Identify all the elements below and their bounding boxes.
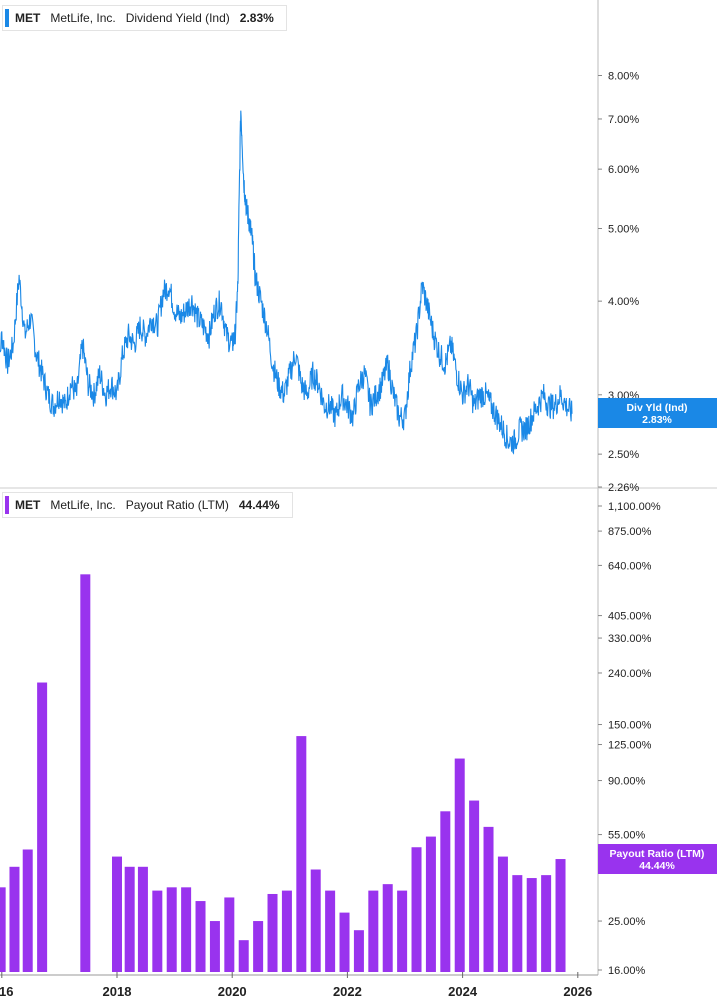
payout-ratio-bar bbox=[166, 887, 177, 972]
badge-value: 2.83% bbox=[642, 414, 672, 426]
badge-label: Payout Ratio (LTM) bbox=[610, 848, 705, 860]
y-tick-label: 55.00% bbox=[608, 830, 646, 842]
payout-ratio-bar bbox=[310, 869, 321, 972]
series-color-swatch bbox=[5, 496, 9, 514]
payout-ratio-bar bbox=[238, 940, 249, 972]
payout-ratio-bar bbox=[0, 887, 6, 972]
badge-label: Div Yld (Ind) bbox=[626, 402, 687, 414]
y-tick-label: 4.00% bbox=[608, 296, 639, 308]
payout-ratio-bar bbox=[368, 890, 379, 972]
y-tick-label: 7.00% bbox=[608, 114, 639, 126]
y-tick-label: 875.00% bbox=[608, 526, 652, 538]
payout-ratio-bar bbox=[124, 866, 135, 972]
metric-value: 2.83% bbox=[239, 11, 274, 25]
x-tick-label: 16 bbox=[0, 984, 13, 999]
payout-ratio-bar bbox=[339, 912, 350, 972]
payout-ratio-bar bbox=[9, 866, 20, 972]
y-tick-label: 640.00% bbox=[608, 560, 652, 572]
payout-ratio-bar bbox=[483, 826, 494, 972]
legend-payout-ratio: MET MetLife, Inc. Payout Ratio (LTM) 44.… bbox=[2, 492, 293, 518]
x-tick-label: 2020 bbox=[218, 984, 247, 999]
company-name: MetLife, Inc. bbox=[50, 11, 116, 25]
y-tick-label: 8.00% bbox=[608, 70, 639, 82]
payout-ratio-bar bbox=[555, 859, 566, 972]
payout-ratio-bar bbox=[253, 921, 264, 972]
payout-ratio-bar bbox=[267, 893, 278, 972]
badge-value: 44.44% bbox=[639, 860, 675, 872]
y-tick-label: 2.26% bbox=[608, 482, 639, 494]
company-name: MetLife, Inc. bbox=[50, 498, 116, 512]
payout-ratio-bar bbox=[353, 930, 364, 972]
payout-ratio-bar bbox=[209, 921, 220, 972]
payout-ratio-bar bbox=[22, 849, 33, 972]
metric-value: 44.44% bbox=[238, 498, 280, 512]
payout-ratio-bar bbox=[224, 897, 235, 972]
x-tick-label: 2024 bbox=[448, 984, 478, 999]
payout-ratio-bar bbox=[411, 847, 422, 972]
payout-ratio-bar bbox=[512, 875, 523, 972]
payout-ratio-bar bbox=[181, 887, 192, 972]
y-tick-label: 2.50% bbox=[608, 449, 639, 461]
payout-ratio-bar bbox=[469, 800, 480, 972]
payout-ratio-bar bbox=[137, 866, 148, 972]
ticker-label: MET bbox=[15, 11, 41, 25]
series-color-swatch bbox=[5, 9, 9, 27]
payout-ratio-bar bbox=[37, 682, 48, 972]
payout-ratio-bar bbox=[382, 884, 393, 972]
metric-name: Payout Ratio (LTM) bbox=[125, 498, 229, 512]
y-tick-label: 90.00% bbox=[608, 776, 646, 788]
x-tick-label: 2022 bbox=[333, 984, 362, 999]
legend-dividend-yield: MET MetLife, Inc. Dividend Yield (Ind) 2… bbox=[2, 5, 287, 31]
payout-ratio-bar bbox=[195, 901, 206, 972]
x-tick-label: 2018 bbox=[103, 984, 132, 999]
y-tick-label: 150.00% bbox=[608, 720, 652, 732]
payout-ratio-bar bbox=[526, 878, 537, 972]
y-tick-label: 125.00% bbox=[608, 740, 652, 752]
y-tick-label: 330.00% bbox=[608, 633, 652, 645]
payout-ratio-bar bbox=[397, 890, 408, 972]
y-tick-label: 25.00% bbox=[608, 916, 646, 928]
payout-ratio-bar bbox=[80, 574, 91, 972]
dividend-yield-line bbox=[0, 110, 573, 455]
payout-ratio-bar bbox=[497, 856, 508, 972]
current-value-badge bbox=[598, 844, 717, 874]
payout-ratio-bar bbox=[112, 856, 122, 972]
payout-ratio-bar bbox=[541, 875, 552, 972]
y-tick-label: 240.00% bbox=[608, 668, 652, 680]
metric-name: Dividend Yield (Ind) bbox=[125, 11, 230, 25]
y-tick-label: 5.00% bbox=[608, 224, 639, 236]
payout-ratio-bar bbox=[281, 890, 292, 972]
y-tick-label: 405.00% bbox=[608, 611, 652, 623]
payout-ratio-bar bbox=[454, 758, 465, 972]
y-tick-label: 1,100.00% bbox=[608, 501, 661, 513]
y-tick-label: 16.00% bbox=[608, 965, 646, 977]
ticker-label: MET bbox=[15, 498, 41, 512]
payout-ratio-bar bbox=[296, 736, 307, 972]
payout-ratio-bar bbox=[152, 890, 163, 972]
payout-ratio-bar bbox=[325, 890, 336, 972]
current-value-badge bbox=[598, 398, 717, 428]
x-tick-label: 2026 bbox=[563, 984, 592, 999]
payout-ratio-bar bbox=[425, 836, 436, 972]
y-tick-label: 6.00% bbox=[608, 164, 639, 176]
payout-ratio-bar bbox=[440, 811, 451, 972]
